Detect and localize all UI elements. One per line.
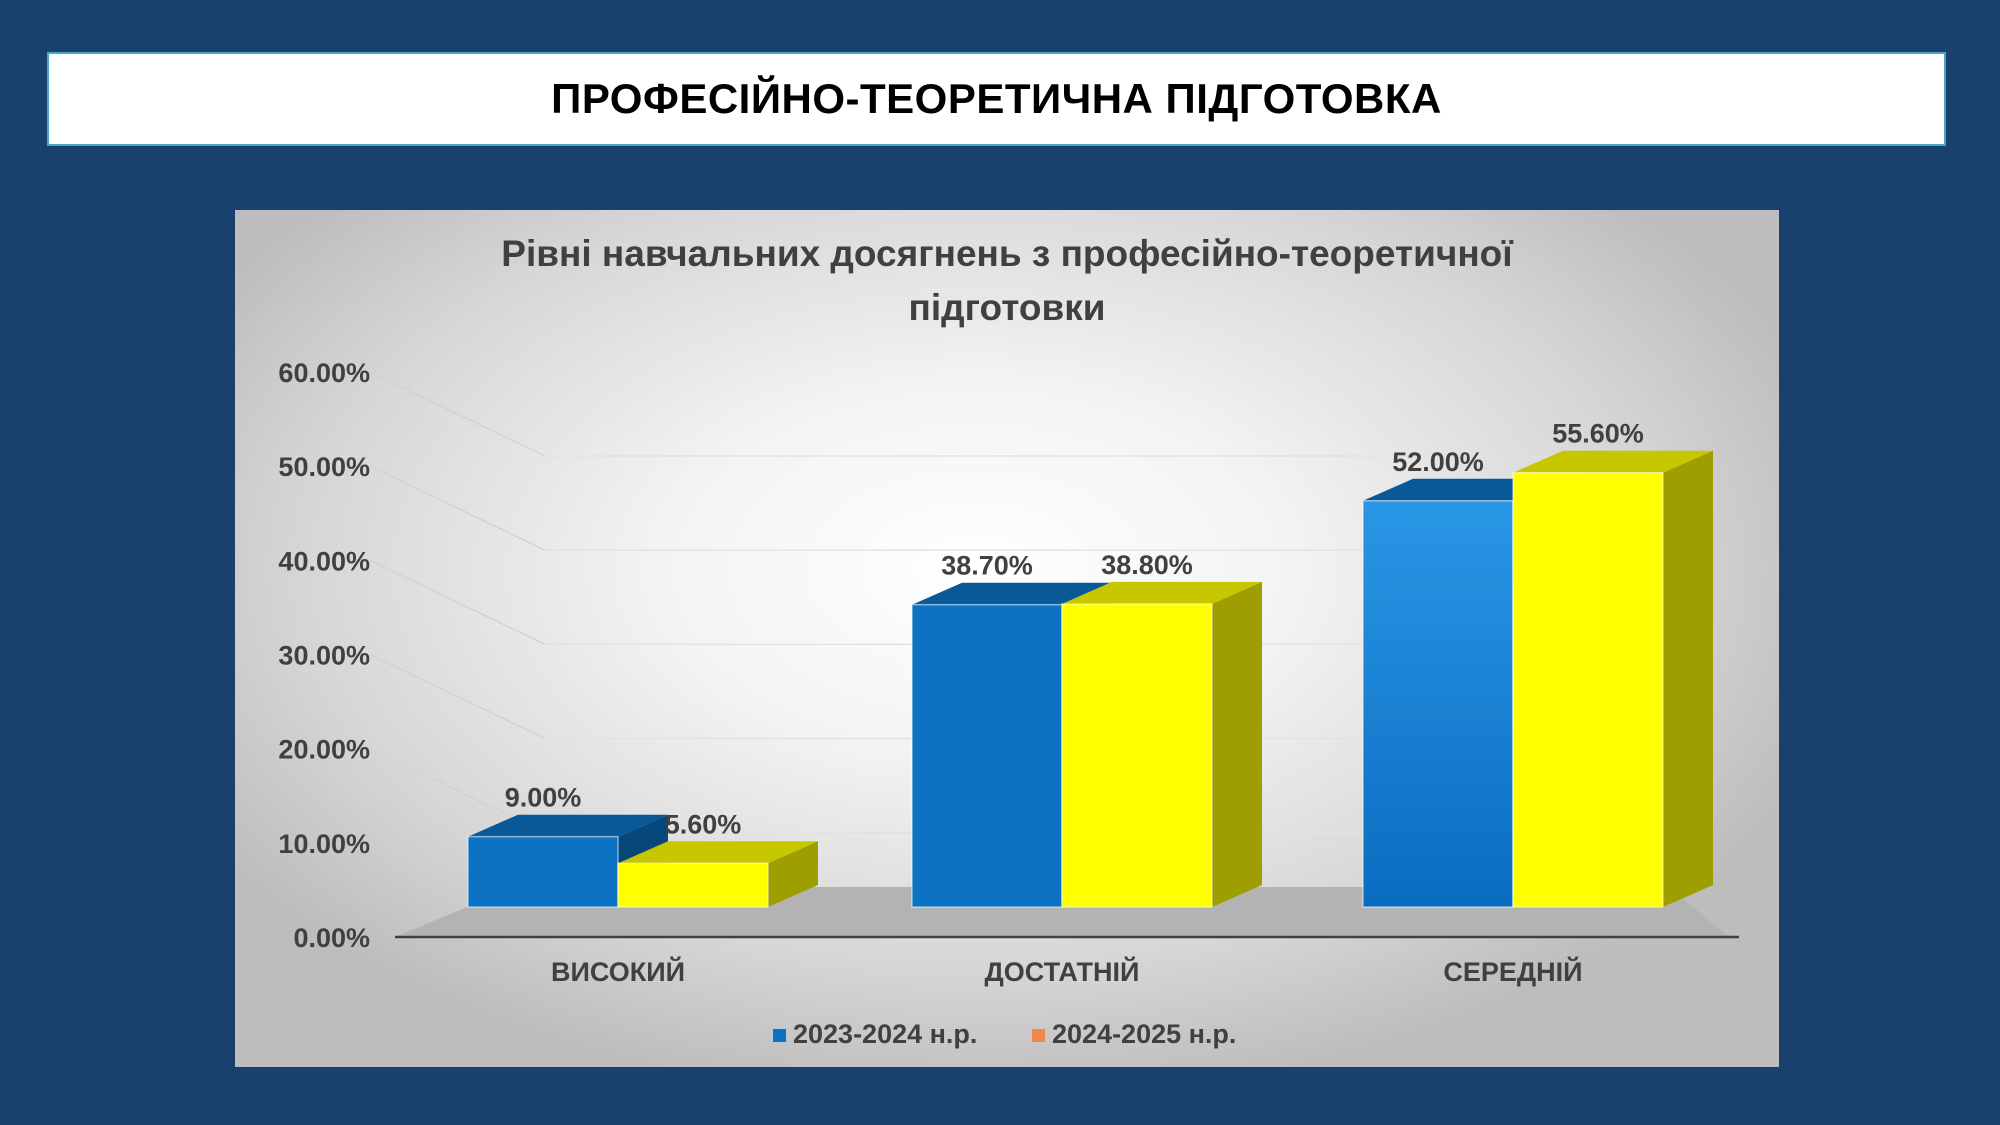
bar-side xyxy=(768,841,818,907)
data-labels: 9.00% 5.60% 38.70% 38.80% 52.00% 55.60% xyxy=(505,419,1644,840)
x-axis: ВИСОКИЙ ДОСТАТНІЙ СЕРЕДНІЙ xyxy=(551,956,1583,987)
y-tick-label: 50.00% xyxy=(278,452,370,482)
y-axis: 0.00% 10.00% 20.00% 30.00% 40.00% 50.00% 60.00… xyxy=(278,358,370,953)
data-label: 9.00% xyxy=(505,783,582,813)
gridline-diagonal xyxy=(369,559,546,645)
y-tick-label: 30.00% xyxy=(278,641,370,671)
bar-side xyxy=(1663,450,1713,907)
bar-side xyxy=(1212,581,1262,907)
chart-panel: Рівні навчальних досягнень з професійно-… xyxy=(235,210,1779,1067)
bar-top xyxy=(1513,450,1713,473)
y-tick-label: 0.00% xyxy=(293,923,370,953)
data-label: 55.60% xyxy=(1552,419,1644,449)
y-tick-label: 60.00% xyxy=(278,358,370,388)
y-tick-label: 20.00% xyxy=(278,735,370,765)
bar-top xyxy=(618,841,818,864)
data-label: 52.00% xyxy=(1392,447,1484,477)
y-tick-label: 40.00% xyxy=(278,546,370,576)
bar-top xyxy=(1062,581,1262,604)
gridline-diagonal xyxy=(369,465,546,551)
gridline-diagonal xyxy=(369,371,546,457)
bar-chart: Рівні навчальних досягнень з професійно-… xyxy=(278,233,1739,1049)
legend-swatch xyxy=(1032,1029,1045,1042)
data-label: 5.60% xyxy=(665,809,742,839)
category-label: СЕРЕДНІЙ xyxy=(1443,956,1582,987)
chart-title-line-1: Рівні навчальних досягнень з професійно-… xyxy=(501,233,1514,274)
category-label: ДОСТАТНІЙ xyxy=(985,956,1140,987)
legend-swatch xyxy=(773,1029,786,1042)
chart-title-line-2: підготовки xyxy=(909,287,1106,328)
bar-top xyxy=(468,814,668,837)
bar-2-0 xyxy=(1362,500,1514,908)
data-label: 38.80% xyxy=(1101,550,1193,580)
gridline-diagonal xyxy=(369,653,546,740)
legend-label: 2024-2025 н.р. xyxy=(1052,1019,1236,1049)
bar-0-1 xyxy=(617,862,769,908)
page-title: ПРОФЕСІЙНО-ТЕОРЕТИЧНА ПІДГОТОВКА xyxy=(551,75,1442,122)
bar-0-0 xyxy=(467,835,619,908)
y-tick-label: 10.00% xyxy=(278,829,370,859)
header-title-box: ПРОФЕСІЙНО-ТЕОРЕТИЧНА ПІДГОТОВКА xyxy=(47,52,1946,146)
category-label: ВИСОКИЙ xyxy=(551,956,685,987)
bar-1-1 xyxy=(1061,603,1213,908)
bar-2-1 xyxy=(1512,471,1664,908)
data-label: 38.70% xyxy=(941,551,1033,581)
bar-top xyxy=(912,582,1112,605)
legend-label: 2023-2024 н.р. xyxy=(793,1019,977,1049)
bars xyxy=(467,450,1713,908)
legend: 2023-2024 н.р. 2024-2025 н.р. xyxy=(773,1019,1236,1049)
bar-1-0 xyxy=(911,603,1063,908)
